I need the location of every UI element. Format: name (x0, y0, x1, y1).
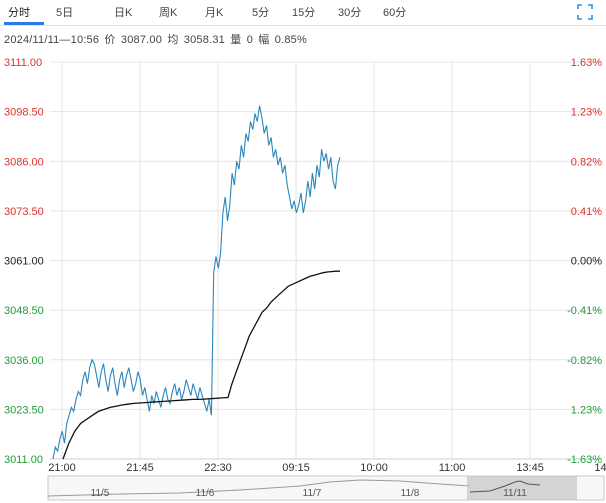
right-tick-label: 0.41% (571, 206, 602, 218)
time-tick-label: 09:15 (282, 462, 310, 474)
volume-label: 量 (230, 34, 242, 46)
left-tick-label: 3098.50 (4, 107, 44, 119)
price-line (52, 105, 341, 460)
left-tick-label: 3036.00 (4, 355, 44, 367)
tab-5-day[interactable]: 5日 (56, 7, 74, 19)
chart-period-tabs: 分时 5日 日K 周K 月K 5分 15分 30分 60分 (0, 0, 606, 26)
tab-15-min[interactable]: 15分 (292, 7, 316, 19)
navigator-selection[interactable] (467, 476, 577, 500)
tab-30-min[interactable]: 30分 (338, 7, 362, 19)
right-tick-label: -1.63% (567, 454, 602, 466)
average-price-line (62, 270, 340, 460)
time-tick-label: 14:30 (594, 462, 606, 474)
navigator-track[interactable] (47, 475, 605, 501)
average-label: 均 (167, 34, 179, 46)
left-tick-label: 3061.00 (4, 256, 44, 268)
right-axis-ticks: 1.63% 1.23% 0.82% 0.41% 0.00% -0.41% -0.82% 1.2… (567, 57, 602, 466)
left-tick-label: 3086.00 (4, 156, 44, 168)
right-tick-label: 0.82% (571, 156, 602, 168)
tab-intraday[interactable]: 分时 (8, 7, 30, 19)
time-tick-label: 10:00 (360, 462, 388, 474)
left-tick-label: 3023.50 (4, 404, 44, 416)
range-navigator: 11/5 11/6 11/7 11/8 11/11 (47, 475, 605, 501)
right-tick-label: -0.41% (567, 305, 602, 317)
navigator-date-label: 11/8 (401, 488, 420, 499)
right-tick-label: 0.00% (571, 256, 602, 268)
right-tick-label: 1.23% (571, 107, 602, 119)
tab-weekly-k[interactable]: 周K (159, 7, 178, 19)
quote-datetime: 2024/11/11—10:56 (4, 34, 100, 46)
left-tick-label: 3073.50 (4, 206, 44, 218)
time-tick-label: 13:45 (516, 462, 544, 474)
tab-monthly-k[interactable]: 月K (205, 7, 224, 19)
left-tick-label: 3048.50 (4, 305, 44, 317)
average-value: 3058.31 (183, 34, 225, 46)
tab-daily-k[interactable]: 日K (114, 7, 133, 19)
price-value: 3087.00 (120, 34, 163, 46)
volume-value: 0 (246, 34, 254, 46)
chart-series (52, 105, 341, 460)
right-tick-label: 1.63% (571, 57, 602, 69)
right-tick-label: -0.82% (567, 355, 602, 367)
time-tick-label: 21:45 (126, 462, 154, 474)
tab-5-min[interactable]: 5分 (252, 7, 270, 19)
navigator-date-label: 11/6 (196, 488, 215, 499)
change-value: 0.85% (274, 34, 307, 46)
navigator-date-label: 11/11 (503, 488, 527, 499)
left-tick-label: 3111.00 (4, 57, 42, 69)
navigator-selected-sparkline (469, 480, 541, 493)
left-axis-ticks: 3111.00 3098.50 3086.00 3073.50 3061.00 3048.… (4, 57, 44, 466)
time-axis-ticks: 21:00 21:45 22:30 09:15 10:00 11:00 13:45 14:30 (48, 462, 606, 474)
right-tick-label: 1.23% (571, 404, 602, 416)
time-tick-label: 11:00 (439, 462, 466, 474)
navigator-sparkline (47, 479, 471, 497)
quote-info-bar: 2024/11/11—10:56 价 3087.00 均 3058.31 量 0… (4, 31, 309, 47)
fullscreen-icon[interactable] (577, 4, 593, 20)
tab-60-min[interactable]: 60分 (383, 7, 407, 19)
price-label: 价 (104, 34, 116, 46)
left-tick-label: 3011.00 (4, 454, 43, 466)
active-tab-indicator (4, 22, 44, 25)
navigator-date-label: 11/5 (91, 488, 110, 499)
time-tick-label: 21:00 (48, 462, 76, 474)
change-label: 幅 (258, 34, 270, 46)
time-tick-label: 22:30 (204, 462, 232, 474)
chart-grid (50, 61, 600, 460)
navigator-date-label: 11/7 (303, 488, 322, 499)
